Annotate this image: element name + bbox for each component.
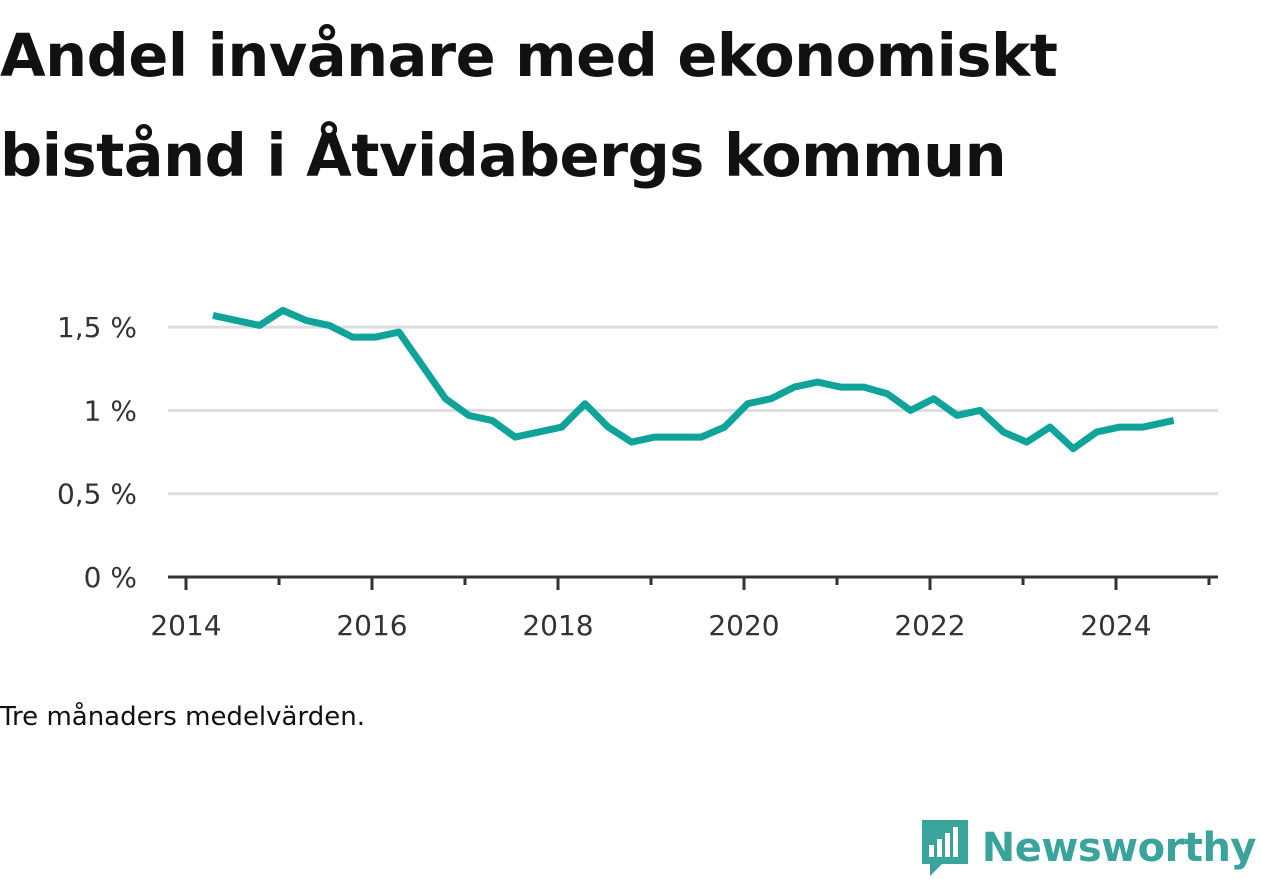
chart-title: Andel invånare med ekonomiskt bistånd i … xyxy=(0,21,1058,190)
y-tick-label: 1,5 % xyxy=(57,311,137,344)
y-tick-label: 0,5 % xyxy=(57,478,137,511)
x-tick-label: 2018 xyxy=(522,609,593,642)
x-tick-label: 2020 xyxy=(708,609,779,642)
x-tick-label: 2014 xyxy=(150,609,221,642)
y-tick-label: 0 % xyxy=(84,561,137,594)
x-axis-labels: 2014 2016 2018 2020 2022 2024 xyxy=(150,609,1151,642)
x-axis xyxy=(168,575,1218,590)
x-tick-label: 2024 xyxy=(1080,609,1151,642)
line-chart: 0 % 0,5 % 1 % 1,5 % 2014 2016 2018 2020 2022 202… xyxy=(57,306,1218,642)
bar-chart-logo-icon xyxy=(921,820,968,876)
newsworthy-logo: Newsworthy xyxy=(920,818,1257,878)
chart-caption: Tre månaders medelvärden. xyxy=(0,702,365,732)
y-tick-label: 1 % xyxy=(84,394,137,427)
x-tick-label: 2022 xyxy=(894,609,965,642)
y-axis-labels: 0 % 0,5 % 1 % 1,5 % xyxy=(57,311,137,594)
series-lines xyxy=(212,306,1175,453)
gridlines xyxy=(168,325,1218,496)
x-tick-label: 2016 xyxy=(336,609,407,642)
series-line xyxy=(212,306,1175,453)
brand-name: Newsworthy xyxy=(981,825,1257,871)
